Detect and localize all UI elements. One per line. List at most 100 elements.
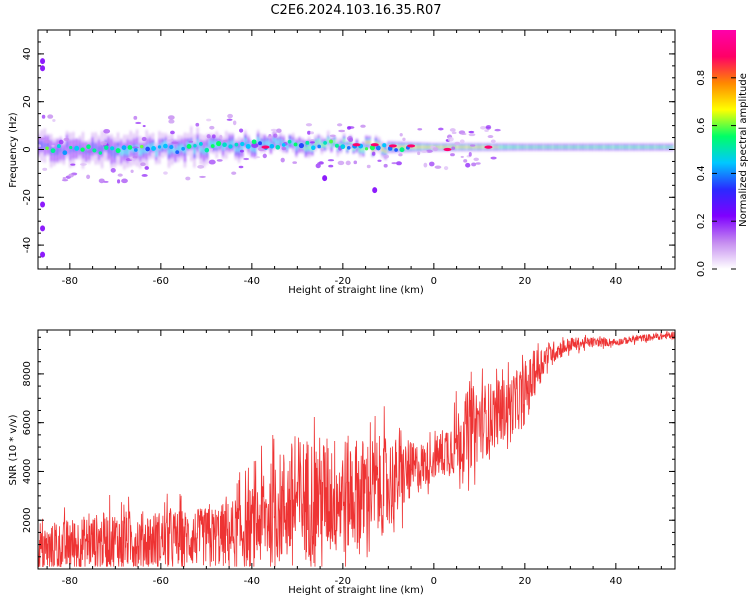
spectral-cell <box>553 146 556 148</box>
spectral-speckle <box>447 136 454 142</box>
spectral-cell <box>365 140 368 144</box>
spectral-cell <box>416 146 419 148</box>
colorbar: 0.0 0.2 0.4 0.6 0.8 Normalized spectral ampl… <box>696 30 749 277</box>
spectral-cell <box>196 139 199 146</box>
spectral-cell <box>524 146 527 148</box>
spectrogram-y-tick-label: 0 <box>22 146 33 152</box>
spectral-cell <box>142 148 145 153</box>
spectral-speckle <box>484 126 491 129</box>
spectral-speckle <box>423 162 428 168</box>
spectrogram-y-tick-label: -40 <box>22 237 33 253</box>
spectral-cell <box>72 146 75 152</box>
spectral-cell <box>442 146 444 148</box>
spectral-peak <box>62 150 68 156</box>
spectral-speckle <box>170 130 175 135</box>
spectral-cell <box>563 146 565 148</box>
snr-x-tick-label: -60 <box>153 576 169 587</box>
spectral-cell <box>575 146 578 148</box>
spectral-speckle <box>227 113 233 119</box>
spectral-speckle <box>103 128 111 134</box>
spectral-cell <box>521 146 524 148</box>
spectral-speckle <box>207 148 213 151</box>
snr-y-tick-label: 2000 <box>22 507 33 532</box>
spectral-speckle <box>61 178 69 182</box>
spectral-speckle <box>428 161 435 167</box>
spectral-cell <box>642 146 645 148</box>
spectral-cell <box>661 146 664 148</box>
spectral-cell <box>123 150 126 154</box>
spectral-peak <box>104 145 109 150</box>
spectral-cell <box>537 146 540 148</box>
spectral-cell <box>601 146 603 148</box>
spectral-cell <box>604 146 607 148</box>
spectral-cell <box>493 146 495 148</box>
spectral-cell <box>321 143 323 147</box>
spectral-peak <box>74 145 80 151</box>
spectral-cell <box>241 146 244 150</box>
colorbar-tick-label: 0.0 <box>696 261 707 277</box>
spectral-speckle <box>487 135 494 139</box>
spectral-cell <box>133 146 135 152</box>
spectral-cell <box>184 147 186 153</box>
spectral-cell <box>91 141 94 152</box>
spectral-speckle <box>211 134 216 139</box>
spectral-speckle <box>216 159 223 162</box>
spectral-cell <box>422 146 425 148</box>
spectral-peak <box>110 146 115 151</box>
spectrogram-panel: -80 -60 -40 -20 0 20 40 -40 -20 0 20 40 Height of … <box>8 29 676 296</box>
spectral-speckle <box>280 157 285 163</box>
spectral-cell <box>496 146 498 148</box>
spectral-speckle <box>443 166 449 171</box>
spectral-cell <box>101 144 103 155</box>
spectral-peak <box>92 148 97 153</box>
spectrogram-x-tick-label: -40 <box>244 276 260 287</box>
spectrogram-x-tick-label: 40 <box>609 276 622 287</box>
spectral-speckle <box>58 139 64 145</box>
spectral-speckle <box>329 134 336 138</box>
spectral-peak <box>245 143 251 149</box>
spectral-speckle <box>292 161 297 164</box>
spectral-cell <box>368 141 371 144</box>
spectrogram-x-tick-label: -20 <box>335 276 351 287</box>
spectral-peak <box>145 146 150 152</box>
spectral-cell <box>40 141 43 151</box>
spectral-speckle <box>451 146 456 150</box>
spectral-hotspot <box>443 147 452 152</box>
spectral-peak <box>305 140 310 145</box>
spectral-cell <box>212 141 215 147</box>
spectral-speckle <box>471 162 477 167</box>
spectral-cell <box>483 146 486 148</box>
spectral-speckle <box>336 123 343 127</box>
spectral-speckle <box>399 133 403 137</box>
spectral-outlier <box>40 58 46 65</box>
spectral-cell <box>419 146 422 148</box>
spectral-speckle <box>42 167 48 171</box>
spectral-peak <box>204 147 210 153</box>
spectral-speckle <box>262 153 267 159</box>
spectral-peak <box>50 148 56 154</box>
spectral-cell <box>149 144 151 149</box>
snr-x-tick-label: -40 <box>244 576 260 587</box>
spectral-peak <box>198 141 203 146</box>
spectral-cell <box>454 146 457 148</box>
spectral-speckle <box>337 160 345 166</box>
spectrogram-x-tick-label: 20 <box>518 276 531 287</box>
spectral-peak <box>251 139 257 145</box>
spectral-cell <box>114 146 116 159</box>
spectral-cell <box>254 147 256 152</box>
spectral-speckle <box>267 135 273 139</box>
spectrogram-y-axis: -40 -20 0 20 40 <box>22 29 675 270</box>
spectrogram-x-tick-label: -60 <box>153 276 169 287</box>
spectral-cell <box>222 145 224 150</box>
spectral-speckle <box>307 130 311 135</box>
spectral-speckle <box>231 171 237 175</box>
spectral-cell <box>585 146 588 148</box>
spectral-peak <box>399 147 405 153</box>
spectral-cell <box>477 146 479 148</box>
snr-y-tick-label: 8000 <box>22 361 33 386</box>
spectral-cell <box>639 146 642 148</box>
spectral-speckle <box>239 149 244 153</box>
spectral-speckle <box>434 165 442 169</box>
spectrogram-y-tick-label: -20 <box>22 189 33 205</box>
spectral-speckle <box>432 147 439 152</box>
